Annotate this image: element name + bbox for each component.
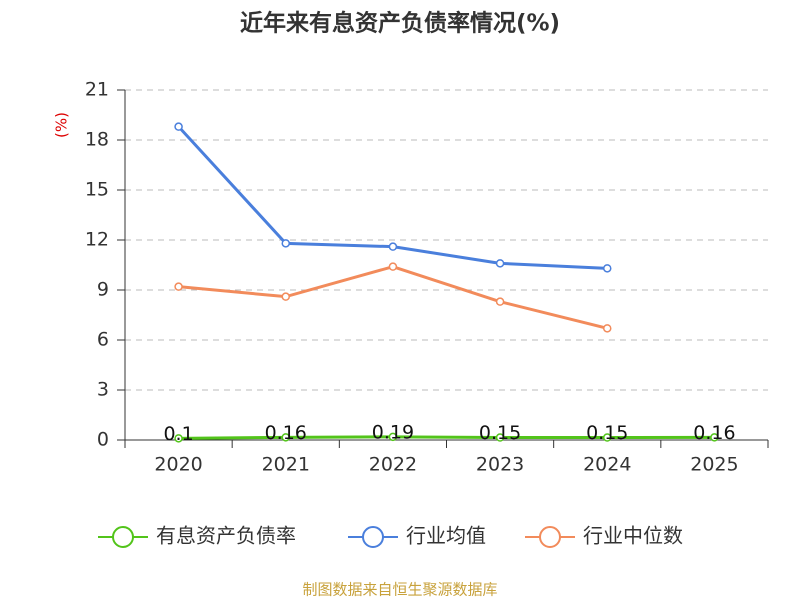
y-tick-label: 18: [85, 129, 109, 151]
x-tick-label: 2024: [583, 454, 631, 476]
x-tick-label: 2020: [154, 454, 202, 476]
data-point: [495, 433, 505, 442]
data-point: [281, 292, 290, 301]
y-axis-label: (%): [53, 112, 71, 138]
data-point: [174, 122, 183, 131]
data-point: [495, 297, 505, 306]
data-point: [281, 239, 290, 248]
x-tick-label: 2021: [262, 454, 310, 476]
y-tick-label: 3: [97, 379, 109, 401]
y-tick-label: 9: [97, 279, 109, 301]
data-point: [174, 434, 183, 443]
data-point: [603, 264, 612, 273]
source: 制图数据来自恒生聚源数据库: [302, 581, 497, 599]
legend-label: 有息资产负债率: [156, 524, 296, 548]
y-tick-label: 21: [85, 79, 109, 101]
data-label: 0.16: [265, 422, 307, 444]
y-tick-label: 6: [97, 329, 109, 351]
data-label: 0.16: [693, 422, 735, 444]
data-point: [710, 433, 719, 442]
series-line: [178, 435, 715, 440]
data-label: 0.19: [372, 421, 414, 443]
y-tick-label: 15: [85, 179, 109, 201]
x-tick-label: 2023: [476, 454, 524, 476]
data-point: [388, 242, 398, 251]
data-point: [388, 262, 398, 271]
x-tick-label: 2025: [690, 454, 738, 476]
data-point: [495, 259, 505, 268]
data-label: 0.15: [479, 422, 521, 444]
legend-label: 行业中位数: [583, 524, 683, 548]
legend-marker: [539, 526, 561, 548]
data-point: [388, 432, 398, 442]
data-label: 0.1: [163, 423, 193, 445]
data-point: [174, 282, 183, 291]
y-tick-label: 0: [97, 429, 109, 451]
legend-marker: [362, 526, 384, 548]
x-tick-label: 2022: [369, 454, 417, 476]
data-point: [281, 433, 290, 442]
data-point: [603, 433, 612, 442]
data-label: 0.15: [586, 422, 628, 444]
chart-title: 近年来有息资产负债率情况(%): [240, 10, 560, 37]
data-point: [603, 324, 612, 333]
legend-marker: [112, 526, 134, 548]
legend-label: 行业均值: [406, 524, 486, 548]
y-tick-label: 12: [85, 229, 109, 251]
